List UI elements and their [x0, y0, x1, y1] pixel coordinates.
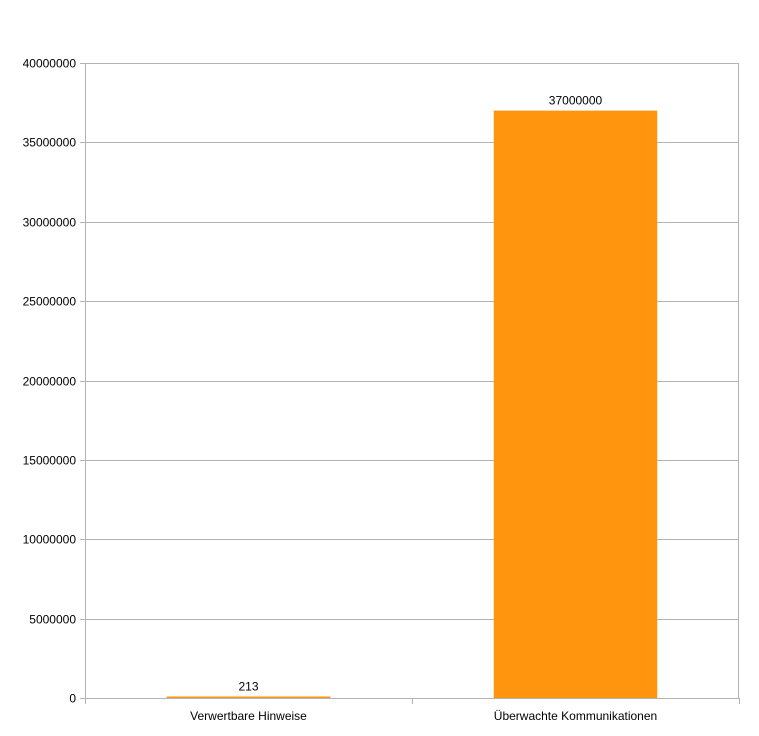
y-tick-label: 10000000: [23, 533, 77, 547]
axes: [80, 63, 740, 704]
bars: [166, 110, 658, 698]
y-tick-label: 5000000: [29, 613, 76, 627]
y-tick-label: 0: [69, 692, 76, 706]
y-tick-label: 35000000: [23, 136, 77, 150]
bar: [166, 696, 331, 698]
y-tick-label: 40000000: [23, 57, 77, 71]
data-label: 213: [238, 680, 258, 694]
y-tick-label: 15000000: [23, 454, 77, 468]
data-label: 37000000: [549, 94, 603, 108]
y-tick-label: 25000000: [23, 295, 77, 309]
labels: 0 5000000 10000000 15000000 20000000 25000000…: [23, 57, 658, 724]
y-tick-label: 20000000: [23, 375, 77, 389]
x-category-label: Überwachte Kommunikationen: [494, 709, 657, 723]
bar: [493, 110, 658, 698]
y-tick-label: 30000000: [23, 216, 77, 230]
x-category-label: Verwertbare Hinweise: [190, 709, 307, 723]
